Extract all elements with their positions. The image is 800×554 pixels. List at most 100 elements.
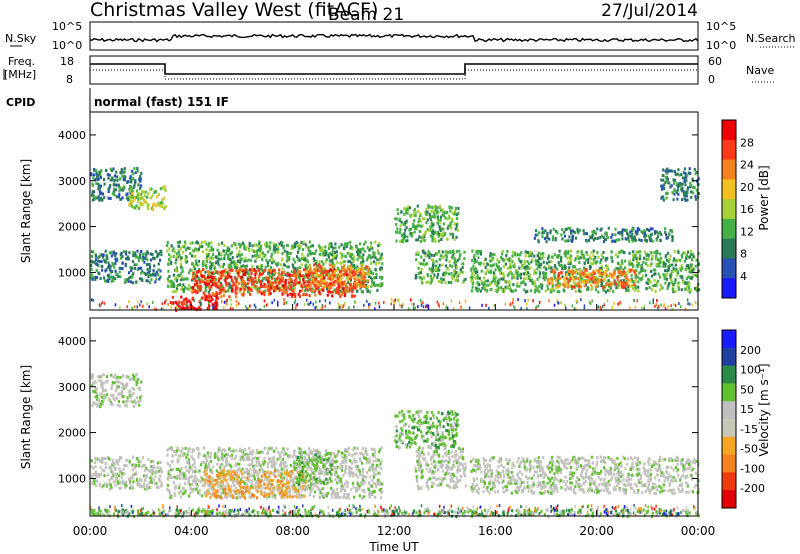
power-cell	[91, 198, 94, 202]
velocity-cell	[92, 401, 95, 405]
power-cell	[429, 217, 432, 221]
power-cell	[694, 264, 697, 268]
power-cell	[335, 254, 338, 258]
power-cell	[164, 205, 167, 209]
power-cell	[402, 237, 406, 241]
power-cell	[564, 239, 567, 243]
power-cell	[351, 287, 354, 291]
power-noise-cell	[664, 307, 667, 311]
power-cell	[445, 264, 448, 268]
velocity-cell	[188, 463, 191, 467]
power-cell	[426, 228, 429, 232]
power-cell	[235, 268, 238, 272]
velocity-cell	[296, 458, 299, 462]
power-cell	[174, 306, 177, 310]
power-cell	[538, 275, 541, 279]
power-cell	[502, 290, 505, 294]
power-cell	[232, 283, 236, 287]
power-cell	[323, 276, 326, 280]
power-cell	[140, 190, 144, 193]
power-cell	[243, 246, 246, 250]
velocity-cell	[97, 398, 100, 401]
power-cell	[558, 263, 561, 267]
power-cell	[435, 260, 438, 263]
power-noise-cell	[363, 303, 365, 307]
power-cell	[533, 290, 537, 294]
power-cell	[318, 259, 321, 263]
power-cell	[308, 272, 311, 276]
power-cell	[194, 259, 197, 263]
power-cell	[556, 231, 559, 235]
power-cell	[564, 254, 567, 258]
power-cell	[415, 252, 418, 256]
power-cell	[553, 270, 556, 274]
power-cell	[450, 226, 453, 230]
power-cell	[309, 249, 312, 253]
power-cell	[564, 271, 568, 275]
power-noise-cell	[312, 302, 314, 306]
power-cell	[360, 274, 363, 278]
power-cell	[656, 235, 660, 239]
power-cell	[477, 256, 480, 260]
power-cell	[136, 167, 139, 170]
power-cell	[343, 264, 346, 268]
power-cell	[426, 274, 430, 278]
velocity-cell	[128, 390, 131, 394]
power-cell	[570, 249, 573, 253]
power-cell	[193, 254, 196, 258]
power-cell	[285, 290, 288, 294]
velocity-cell	[306, 474, 309, 478]
power-cell	[664, 254, 668, 258]
power-cell	[197, 276, 200, 280]
power-cell	[454, 227, 457, 231]
power-cell	[500, 288, 503, 292]
power-cell	[672, 290, 675, 294]
power-cell	[117, 195, 120, 199]
velocity-cell	[181, 492, 184, 496]
power-cell	[606, 280, 609, 284]
power-cell	[327, 255, 331, 259]
power-cell	[278, 287, 281, 291]
power-noise-cell	[128, 300, 130, 304]
power-cell	[250, 272, 253, 276]
power-cell	[684, 267, 687, 271]
power-cell	[352, 284, 355, 288]
power-cell	[328, 252, 331, 255]
power-cell	[399, 228, 402, 232]
power-cell	[101, 255, 105, 259]
power-cell	[258, 287, 261, 291]
power-cell	[680, 253, 683, 257]
power-cell	[140, 266, 143, 270]
power-cell	[455, 250, 458, 253]
power-cell	[263, 242, 267, 246]
power-cell	[230, 250, 233, 254]
power-cell	[676, 284, 679, 288]
power-cell	[673, 249, 676, 253]
power-cell	[267, 250, 270, 254]
power-cell	[653, 272, 656, 276]
power-cell	[180, 262, 183, 266]
power-cell	[539, 263, 542, 266]
power-cell	[518, 266, 521, 270]
velocity-cell	[141, 464, 145, 467]
velocity-cell	[98, 402, 101, 405]
power-cell	[147, 192, 150, 196]
power-noise-cell	[537, 304, 540, 308]
power-cell	[103, 178, 106, 181]
power-cell	[431, 237, 434, 241]
power-noise-cell	[199, 299, 201, 303]
power-cell	[94, 262, 97, 266]
power-cell	[602, 256, 605, 260]
power-cell	[201, 275, 204, 278]
power-cell	[114, 262, 117, 265]
power-cell	[190, 278, 194, 282]
power-cell	[185, 260, 188, 264]
power-cell	[563, 230, 566, 234]
power-noise-cell	[390, 302, 393, 306]
power-cell	[297, 258, 300, 262]
power-cell	[490, 258, 493, 262]
power-cell	[536, 267, 539, 271]
power-cell	[449, 280, 452, 284]
power-cell	[551, 238, 554, 242]
power-cell	[177, 255, 180, 259]
